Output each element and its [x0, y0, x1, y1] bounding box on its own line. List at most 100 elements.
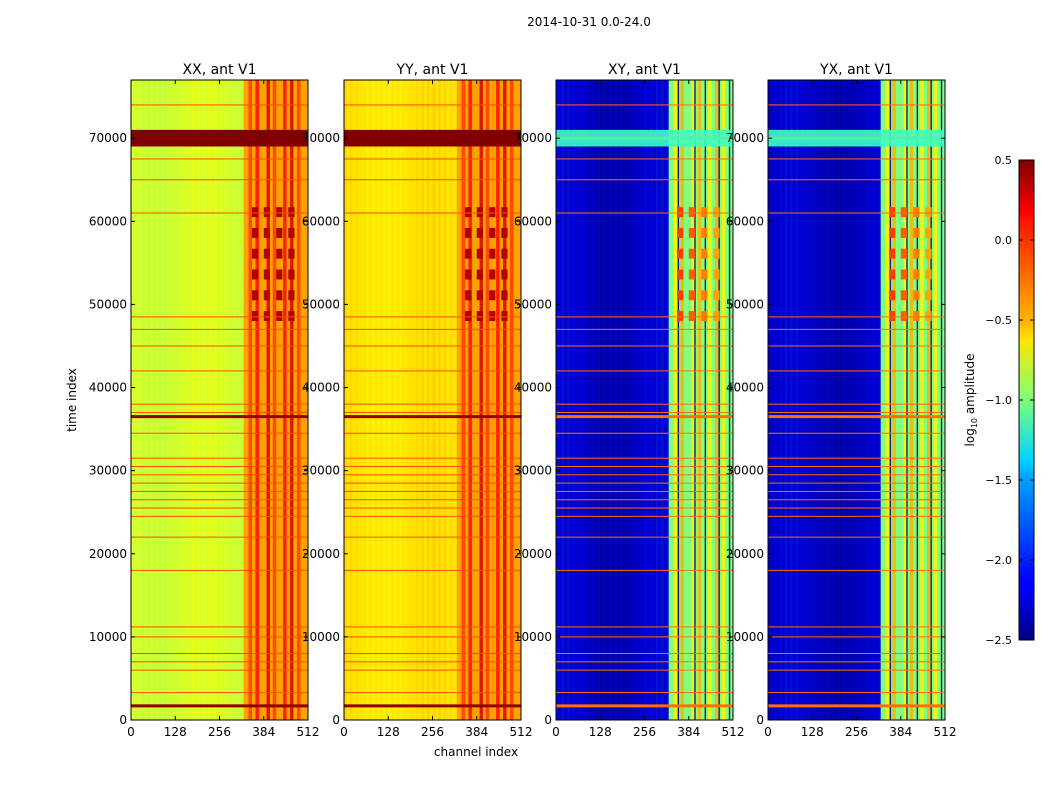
flagged-row [556, 507, 733, 509]
rfi-blob [925, 227, 932, 238]
heatmap-image [344, 80, 521, 720]
x-tick-label: 0 [764, 725, 772, 739]
channel-texture [164, 80, 167, 720]
flagged-row [344, 515, 521, 517]
flagged-row [768, 515, 945, 517]
flagged-row [344, 370, 521, 372]
rfi-blob [925, 290, 932, 301]
rfi-blob [276, 227, 283, 238]
rfi-blob [288, 227, 295, 238]
flagged-row [131, 415, 308, 419]
rfi-blob [713, 269, 720, 280]
rfi-blob [489, 207, 496, 218]
flagged-row [768, 457, 945, 459]
channel-texture [186, 80, 190, 720]
rfi-blob [925, 311, 932, 322]
channel-texture [644, 80, 648, 720]
rfi-blob [900, 269, 907, 280]
x-tick-label: 0 [127, 725, 135, 739]
rfi-column [283, 80, 287, 720]
y-tick-label: 50000 [514, 297, 552, 311]
channel-texture [561, 80, 565, 720]
y-tick-label: 30000 [302, 464, 340, 478]
colorbar-tick-label: −1.0 [985, 394, 1012, 407]
flagged-row [768, 692, 945, 694]
flagged-row [131, 692, 308, 694]
flagged-row [556, 432, 733, 434]
flagged-row [344, 474, 521, 476]
y-tick-label: 30000 [514, 464, 552, 478]
flagged-row [131, 104, 308, 106]
channel-texture [355, 80, 358, 720]
x-tick-label: 256 [633, 725, 656, 739]
channel-texture [230, 80, 234, 720]
panel-title: XY, ant V1 [608, 62, 681, 78]
channel-texture [388, 80, 392, 720]
flagged-row [131, 158, 308, 160]
channel-texture [795, 80, 799, 720]
channel-texture [131, 80, 134, 720]
flagged-row [768, 432, 945, 434]
rfi-blob [263, 248, 270, 259]
rfi-blob [489, 248, 496, 259]
channel-texture [768, 80, 771, 720]
x-tick-label: 128 [801, 725, 824, 739]
rfi-column [721, 80, 726, 720]
rfi-blob [913, 311, 920, 322]
channel-texture [594, 80, 598, 720]
figure-suptitle: 2014-10-31 0.0-24.0 [527, 15, 651, 29]
flagged-row [344, 465, 521, 467]
rfi-blob [701, 311, 708, 322]
rfi-column [272, 80, 277, 720]
panel-title: YY, ant V1 [396, 62, 469, 78]
channel-texture [377, 80, 380, 720]
flagged-row [131, 661, 308, 663]
rfi-blob [676, 248, 684, 259]
y-tick-label: 0 [544, 713, 552, 727]
channel-texture [779, 80, 782, 720]
flagged-row [344, 569, 521, 571]
colorbar-label: log10 amplitude [963, 354, 979, 447]
y-tick-label: 60000 [302, 214, 340, 228]
colorbar-label-sub: 10 [970, 418, 979, 428]
y-tick-label: 50000 [89, 297, 127, 311]
flagged-row [768, 415, 945, 419]
colorbar-tick-label: 0.0 [995, 234, 1013, 247]
flagged-row [556, 345, 733, 347]
flagged-row [768, 328, 945, 330]
colorbar: 0.5 0.0 −0.5 −1.0 −1.5 −2.0 −2.5 log10 amplitu… [963, 154, 1035, 647]
flagged-row [768, 536, 945, 538]
flagged-row [344, 669, 521, 671]
rfi-blob [464, 269, 472, 280]
channel-texture [806, 80, 810, 720]
rfi-blob [476, 269, 483, 280]
channel-texture [862, 80, 865, 720]
rfi-blob [701, 248, 708, 259]
flagged-row [556, 104, 733, 106]
rfi-blob [888, 269, 896, 280]
x-tick-label: 384 [465, 725, 488, 739]
flagged-row [344, 653, 521, 655]
colorbar-ticks: 0.5 0.0 −0.5 −1.0 −1.5 −2.0 −2.5 [985, 154, 1034, 647]
rfi-blob [476, 248, 483, 259]
flagged-row [131, 465, 308, 467]
rfi-blob [288, 207, 295, 218]
flagged-row [556, 316, 733, 318]
rfi-gap [916, 80, 919, 720]
panel-3: XY, ant V1 0 128 256 384 512 0 10000 20000 30000 4… [514, 62, 745, 739]
channel-texture [567, 80, 570, 720]
channel-texture [784, 80, 788, 720]
channel-texture [661, 80, 664, 720]
channel-texture [404, 80, 408, 720]
channel-texture [666, 80, 670, 720]
channel-texture [817, 80, 821, 720]
rfi-blob [288, 290, 295, 301]
channel-texture [600, 80, 604, 720]
y-tick-label: 60000 [726, 214, 764, 228]
rfi-blob [251, 207, 259, 218]
rfi-gap [889, 80, 892, 720]
flagged-row [344, 415, 521, 419]
flagged-row [556, 661, 733, 663]
y-tick-label: 10000 [302, 630, 340, 644]
